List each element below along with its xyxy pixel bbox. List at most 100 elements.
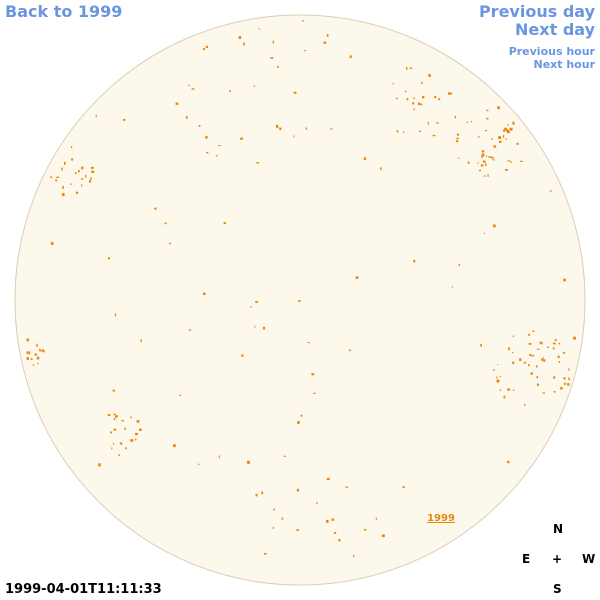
speckle [563,377,566,380]
speckle [436,122,439,124]
next-day-link[interactable]: Next day [515,20,595,39]
speckle [34,353,38,356]
speckle [543,359,546,362]
speckle [140,339,142,342]
speckle [528,343,532,345]
speckle [531,355,535,357]
speckle [363,157,367,161]
speckle [298,300,301,302]
previous-hour-link[interactable]: Previous hour [508,45,595,58]
speckle [107,414,111,416]
speckle [173,444,176,448]
speckle [395,97,398,100]
speckle [276,124,279,128]
speckle [205,136,208,139]
speckle [417,102,421,106]
speckle [205,45,209,48]
speckle [311,373,315,376]
speckle [112,442,115,445]
speckle [524,361,526,364]
speckle [169,242,171,245]
speckle [380,167,382,171]
speckle [28,353,30,355]
speckle [552,342,556,345]
previous-day-link[interactable]: Previous day [478,2,595,21]
speckle [296,529,299,531]
compass-east: E [522,552,531,566]
speckle [404,90,407,93]
speckle [520,160,523,162]
speckle [123,119,126,121]
speckle [493,145,497,148]
compass-west: W [582,552,596,566]
speckle [108,257,110,260]
speckle [55,179,57,182]
speckle [272,526,274,529]
speckle [277,65,279,68]
speckle [71,146,73,149]
speckle [253,85,256,87]
speckle [363,528,367,531]
speckle [75,191,79,194]
speckle [499,375,501,378]
speckle [353,554,355,558]
compass-south: S [553,582,562,596]
speckle [486,117,489,120]
speckle [491,138,493,140]
speckle [175,102,179,105]
speckle [71,158,74,161]
speckle [238,36,242,39]
speckle [381,534,385,538]
speckle [541,358,543,361]
speckle [114,313,117,317]
speckle [272,40,274,44]
speckle [261,491,264,495]
speckle [509,127,513,131]
speckle [539,341,543,345]
speckle [485,163,487,166]
speckle [154,207,157,210]
back-link[interactable]: Back to 1999 [5,2,123,21]
speckle [484,232,485,235]
speckle [130,416,132,419]
speckle [273,508,275,511]
speckle [481,155,483,158]
speckle [281,517,284,520]
speckle [64,161,66,165]
speckle [421,81,423,85]
speckle [135,438,137,441]
speckle [568,368,570,371]
speckle [223,222,226,225]
speckle [216,154,218,157]
year-link[interactable]: 1999 [427,513,455,524]
speckle [296,488,300,492]
speckle [279,127,282,130]
speckle [477,162,479,164]
speckle [85,174,87,178]
speckle [42,349,44,352]
speckle [392,82,394,85]
speckle [516,142,519,145]
speckle [418,130,421,132]
speckle [505,129,508,132]
speckle [488,156,491,158]
speckle [95,114,97,118]
speckle [81,178,84,180]
speckle [478,135,480,138]
speckle [326,520,329,523]
speckle [552,347,555,350]
speckle [456,137,459,140]
speckle [396,130,399,133]
speckle [300,414,303,417]
speckle [449,92,453,95]
speckle [568,377,570,381]
speckle [458,157,460,159]
speckle [496,376,498,379]
speckle [61,193,65,196]
next-hour-link[interactable]: Next hour [533,58,596,71]
speckle [333,532,337,534]
speckle [323,41,327,44]
speckle [484,175,486,177]
